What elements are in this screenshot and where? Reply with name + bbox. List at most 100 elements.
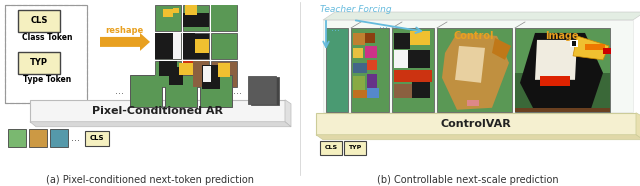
Bar: [195, 39, 209, 53]
Bar: [183, 33, 209, 59]
Polygon shape: [323, 12, 640, 20]
Text: CLS: CLS: [324, 145, 337, 150]
Bar: [585, 44, 605, 50]
Text: Control: Control: [454, 31, 494, 41]
Bar: [323, 20, 633, 112]
Polygon shape: [573, 36, 609, 60]
Bar: [353, 90, 367, 98]
Bar: [211, 61, 237, 87]
Bar: [353, 76, 365, 90]
Bar: [316, 113, 636, 135]
Text: Pixel-Conditioned AR: Pixel-Conditioned AR: [92, 106, 223, 116]
Text: (a) Pixel-conditioned next-token prediction: (a) Pixel-conditioned next-token predict…: [46, 175, 254, 185]
Text: TYP: TYP: [348, 145, 362, 150]
Polygon shape: [492, 38, 511, 60]
Text: ...: ...: [378, 20, 387, 30]
Polygon shape: [285, 100, 291, 127]
Bar: [155, 5, 181, 31]
Bar: [367, 60, 377, 70]
Bar: [410, 31, 430, 45]
Text: CLS: CLS: [90, 135, 104, 141]
Text: Class Token: Class Token: [22, 33, 72, 42]
Text: TYP: TYP: [30, 58, 48, 67]
Bar: [18, 52, 60, 74]
Polygon shape: [30, 122, 291, 127]
Bar: [211, 5, 237, 31]
Text: Teacher Forcing: Teacher Forcing: [320, 5, 392, 15]
Bar: [353, 48, 363, 58]
Text: CLS: CLS: [30, 16, 48, 25]
Polygon shape: [535, 40, 577, 80]
Polygon shape: [520, 33, 603, 112]
Bar: [203, 66, 211, 82]
Bar: [155, 75, 181, 87]
Bar: [5, 5, 87, 103]
Bar: [179, 63, 193, 75]
Bar: [193, 61, 209, 87]
Bar: [155, 33, 181, 59]
Text: ...: ...: [115, 86, 125, 96]
Bar: [326, 28, 348, 112]
Bar: [183, 61, 209, 87]
Text: Type Token: Type Token: [23, 75, 71, 84]
Bar: [394, 84, 412, 98]
Text: ...: ...: [234, 86, 243, 96]
Bar: [367, 74, 377, 88]
Bar: [200, 75, 232, 107]
Bar: [467, 100, 479, 106]
Bar: [515, 73, 610, 112]
Bar: [392, 28, 434, 112]
Bar: [183, 5, 209, 31]
Text: reshape: reshape: [105, 26, 143, 36]
Bar: [155, 61, 181, 87]
Text: ControlVAR: ControlVAR: [440, 119, 511, 129]
Bar: [183, 13, 209, 27]
Bar: [394, 50, 408, 68]
Bar: [320, 141, 342, 155]
Polygon shape: [100, 33, 150, 51]
Bar: [603, 48, 611, 54]
Bar: [30, 100, 285, 122]
Bar: [540, 76, 570, 86]
Bar: [18, 10, 60, 32]
Polygon shape: [442, 33, 509, 110]
Bar: [251, 77, 279, 105]
Bar: [367, 88, 379, 98]
Bar: [202, 65, 220, 89]
Bar: [211, 5, 237, 31]
Bar: [29, 129, 47, 147]
Bar: [173, 8, 179, 13]
Bar: [165, 75, 197, 107]
Bar: [183, 61, 193, 71]
Bar: [130, 75, 162, 107]
Bar: [159, 61, 177, 76]
Text: (b) Controllable next-scale prediction: (b) Controllable next-scale prediction: [377, 175, 559, 185]
Bar: [351, 28, 389, 112]
Bar: [169, 67, 183, 85]
Bar: [5, 5, 87, 103]
Bar: [211, 33, 237, 59]
Bar: [570, 40, 578, 47]
Bar: [365, 46, 377, 58]
Bar: [85, 131, 109, 146]
Bar: [515, 28, 610, 112]
Text: ...: ...: [70, 133, 79, 143]
Bar: [163, 9, 173, 17]
Bar: [173, 33, 181, 59]
Bar: [353, 63, 367, 73]
Bar: [185, 5, 197, 15]
Bar: [412, 82, 430, 98]
Bar: [183, 33, 195, 59]
Text: Image: Image: [545, 31, 579, 41]
Bar: [155, 33, 173, 59]
Polygon shape: [515, 108, 610, 112]
Polygon shape: [316, 135, 640, 140]
Bar: [394, 33, 410, 49]
Bar: [394, 70, 432, 82]
Bar: [50, 129, 68, 147]
Bar: [365, 33, 375, 43]
Polygon shape: [636, 113, 640, 140]
Bar: [572, 41, 576, 46]
Bar: [437, 28, 512, 112]
Bar: [8, 129, 26, 147]
